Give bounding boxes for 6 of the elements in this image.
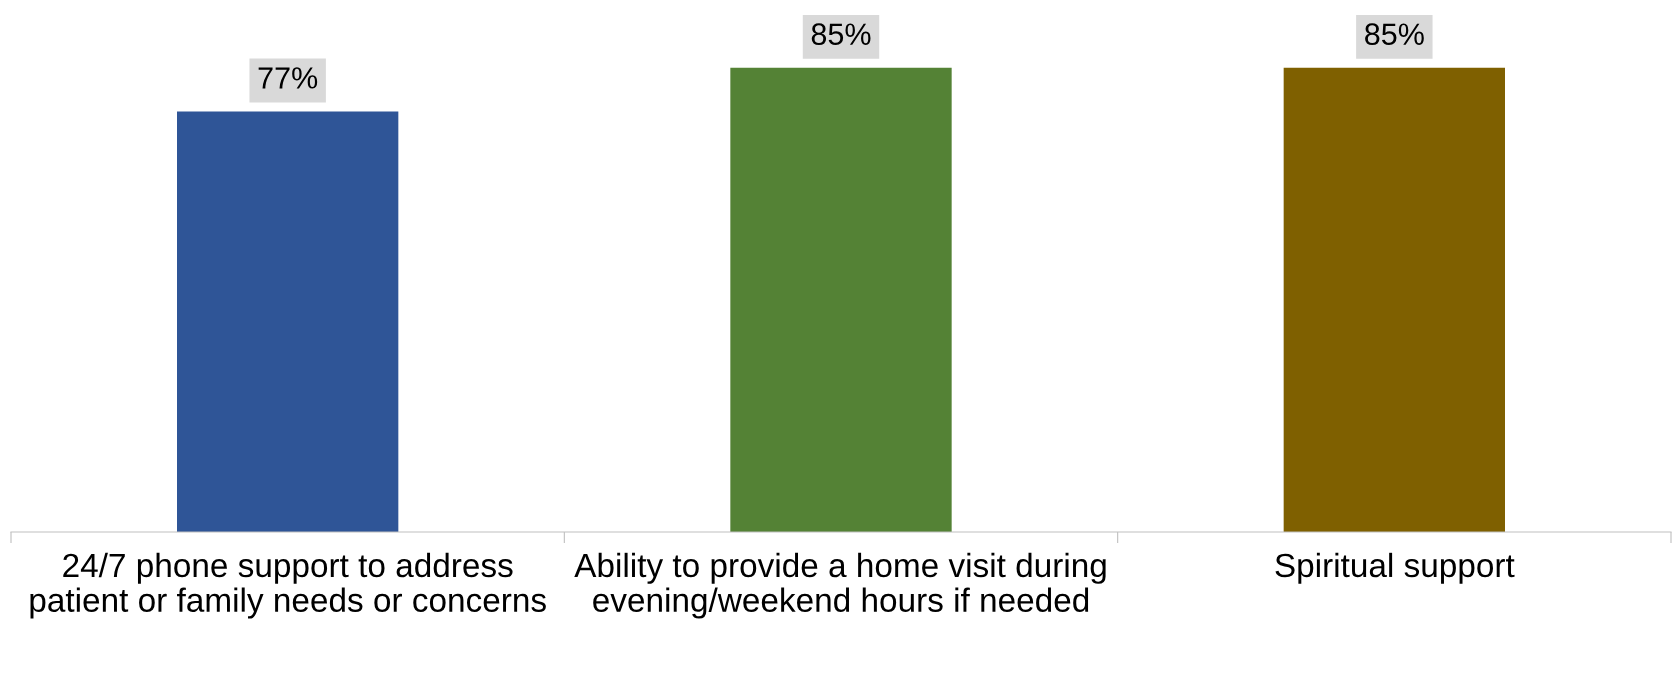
data-label: 85% — [811, 23, 871, 46]
x-tick-label: Ability to provide a home visit during evening/weekend hours if needed — [574, 552, 1106, 619]
data-label: 77% — [258, 67, 318, 89]
x-tick-label: 24/7 phone support to address patient or family needs or concerns — [30, 552, 546, 619]
x-tick-label: Spiritual support — [1275, 552, 1515, 584]
data-label: 85% — [1365, 23, 1424, 46]
